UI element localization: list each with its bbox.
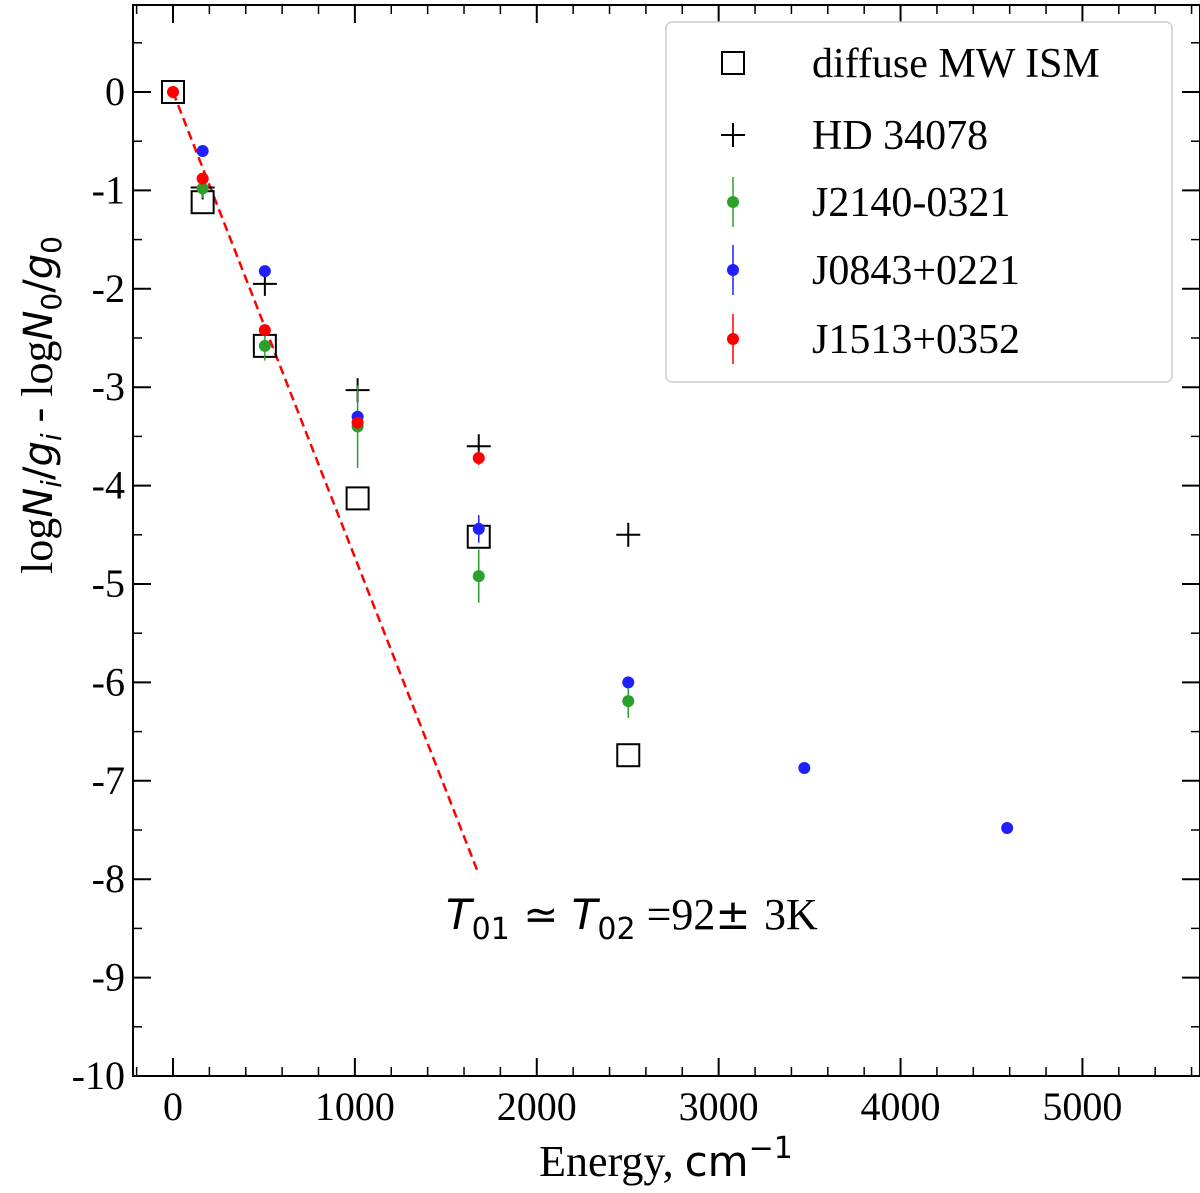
data-point xyxy=(616,522,641,547)
axis-ticks: 0 1000 2000 3000 4000 5000 0 -1 -2 -3 -4 -5 -6 -7 -8 -9… xyxy=(72,5,1200,1129)
data-point xyxy=(161,80,185,104)
y-tick-label: -1 xyxy=(92,167,125,212)
legend-label: diffuse MW ISM xyxy=(812,41,1100,87)
temperature-annotation: T01 ≃ T02 =92± 3K xyxy=(446,890,818,947)
data-point xyxy=(167,86,179,98)
data-point xyxy=(622,695,635,708)
y-tick-label: -3 xyxy=(92,364,125,409)
x-tick-label: 2000 xyxy=(497,1084,577,1129)
legend-marker xyxy=(727,196,739,208)
legend-label: J2140-0321 xyxy=(812,180,1010,226)
x-tick-label: 4000 xyxy=(861,1084,941,1129)
y-tick-label: -7 xyxy=(92,758,125,803)
series-j1513-0352 xyxy=(167,86,485,465)
data-point xyxy=(1001,822,1014,835)
legend-marker xyxy=(727,264,739,276)
data-points xyxy=(161,80,1014,835)
data-point xyxy=(345,486,370,511)
x-tick-label: 5000 xyxy=(1042,1084,1122,1129)
legend-label: J1513+0352 xyxy=(812,317,1020,363)
x-tick-label: 1000 xyxy=(315,1084,395,1129)
data-point xyxy=(351,416,364,429)
legend-marker xyxy=(721,51,745,75)
legend-marker xyxy=(721,123,745,147)
data-point xyxy=(472,452,485,465)
legend-entry: J0843+0221 xyxy=(727,245,1020,295)
data-point xyxy=(616,743,641,768)
legend-entry: J2140-0321 xyxy=(727,177,1010,227)
x-axis-title: Energy, cm−1 xyxy=(539,1131,793,1186)
data-point xyxy=(258,324,271,337)
y-axis-title-text: logNi/gi - logN0/g0 xyxy=(13,236,68,574)
legend-label: HD 34078 xyxy=(812,113,988,159)
data-point xyxy=(258,265,271,278)
x-tick-label: 0 xyxy=(163,1084,183,1129)
legend-entry: J1513+0352 xyxy=(727,314,1020,364)
data-point xyxy=(472,522,485,535)
legend-entry: HD 34078 xyxy=(721,113,988,159)
legend: diffuse MW ISM HD 34078 J2140-0321 J0843+02… xyxy=(665,21,1173,383)
annotation-text: T01 ≃ T02 =92± 3K xyxy=(446,890,818,947)
legend-marker xyxy=(727,333,739,345)
data-point xyxy=(258,339,271,352)
plot-frame xyxy=(132,4,1200,1077)
data-point xyxy=(196,182,209,195)
legend-box xyxy=(665,21,1173,383)
data-point xyxy=(196,172,209,185)
data-point xyxy=(798,762,811,775)
y-tick-label: -6 xyxy=(92,659,125,704)
y-tick-label: -9 xyxy=(92,955,125,1000)
y-tick-label: -8 xyxy=(92,856,125,901)
y-tick-label: -4 xyxy=(92,463,125,508)
y-tick-label: -10 xyxy=(72,1053,125,1098)
legend-entry: diffuse MW ISM xyxy=(721,41,1100,87)
data-point xyxy=(472,570,485,583)
y-axis-title: logNi/gi - logN0/g0 xyxy=(13,236,68,574)
data-point xyxy=(622,676,635,689)
y-tick-label: -5 xyxy=(92,561,125,606)
y-tick-label: -2 xyxy=(92,266,125,311)
legend-label: J0843+0221 xyxy=(812,248,1020,294)
data-point xyxy=(196,145,209,158)
y-tick-label: 0 xyxy=(105,69,125,114)
x-tick-label: 3000 xyxy=(679,1084,759,1129)
